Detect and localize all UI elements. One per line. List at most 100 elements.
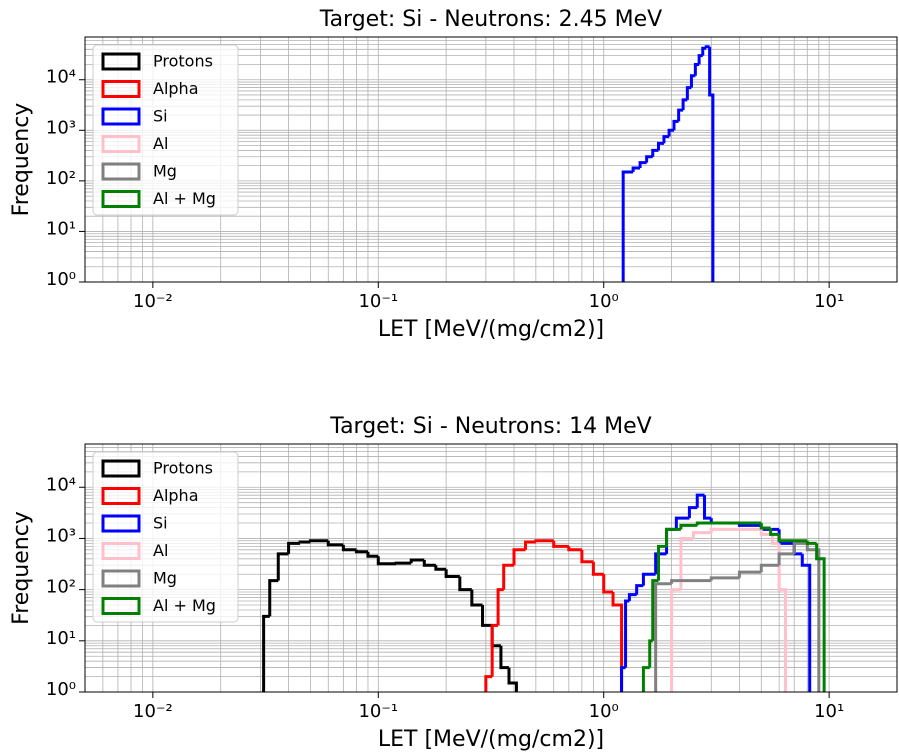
histogram-bin: [691, 531, 712, 539]
histogram-bin: [651, 579, 659, 641]
histogram-bin: [695, 521, 712, 526]
histogram-bin: [534, 539, 554, 543]
legend-swatch: [101, 597, 141, 615]
x-tick-label: 10⁰: [589, 291, 619, 312]
legend-swatch: [101, 190, 141, 208]
histogram-bin: [394, 561, 412, 565]
histogram-bin: [631, 166, 641, 172]
legend: Protons Alpha Si Al Mg Al + Mg: [92, 44, 239, 216]
x-tick-label: 10¹: [814, 291, 844, 312]
x-tick-label: 10⁻²: [133, 291, 173, 312]
axes: 10⁻² 10⁻¹ 10⁰ 10¹ 10⁰ 10¹ 10² 10³ 10⁴ Target: Si …: [9, 414, 898, 752]
y-tick-label: 10³: [46, 525, 76, 546]
histogram-bin: [621, 170, 634, 282]
histogram-bin: [769, 527, 780, 536]
histogram-bin: [654, 552, 667, 575]
histogram-bin: [376, 556, 397, 566]
legend-label: Alpha: [153, 486, 199, 505]
y-tick-label: 10²: [46, 168, 76, 189]
legend-swatch: [101, 514, 141, 533]
legend-swatch: [101, 162, 141, 181]
histogram-bin: [777, 552, 795, 566]
y-tick-label: 10⁴: [46, 67, 76, 88]
histogram-bin: [326, 540, 344, 547]
legend-label: Mg: [153, 569, 177, 588]
histogram-bin: [641, 666, 650, 692]
histogram-bin: [268, 579, 279, 617]
histogram-bin: [679, 523, 698, 530]
histogram-bin: [677, 108, 684, 122]
legend-swatch: [101, 107, 141, 126]
legend-label: Al + Mg: [153, 596, 216, 615]
histogram-bin: [552, 540, 569, 548]
chart-title: Target: Si - Neutrons: 14 MeV: [329, 414, 651, 439]
histogram-bin: [567, 546, 582, 552]
histogram-bin: [444, 569, 460, 579]
histogram-bin: [354, 549, 368, 554]
histogram-bin: [496, 588, 504, 626]
histogram-bin: [665, 527, 681, 547]
histogram-bin: [709, 576, 740, 581]
y-axis-label: Frequency: [9, 103, 34, 217]
legend: Protons Alpha Si Al Mg Al + Mg: [92, 451, 239, 623]
histogram-bin: [638, 161, 647, 168]
histogram-bin: [512, 548, 526, 566]
histogram-bin: [759, 529, 773, 536]
legend-frame: [92, 451, 239, 623]
histogram-bin: [703, 495, 712, 520]
histogram-bin: [800, 553, 812, 692]
histogram-bin: [422, 559, 436, 567]
histogram-bin: [651, 148, 659, 157]
histogram-bin: [681, 98, 688, 111]
x-tick-label: 10⁰: [589, 701, 619, 722]
histogram-bin: [645, 155, 653, 163]
legend-label: Al: [153, 541, 168, 560]
histogram-bin: [591, 561, 604, 576]
legend-label: Protons: [153, 52, 213, 71]
chart-title: Target: Si - Neutrons: 2.45 MeV: [319, 7, 662, 32]
legend-swatch: [101, 80, 141, 98]
histogram-bin: [670, 588, 681, 692]
histogram-bin: [524, 540, 536, 550]
histogram-bin: [770, 534, 780, 545]
histogram-bin: [708, 46, 715, 282]
histogram-bin: [792, 541, 808, 554]
histogram-bin: [672, 119, 679, 131]
histogram-bin: [737, 570, 762, 578]
axes: 10⁻² 10⁻¹ 10⁰ 10¹ 10⁰ 10¹ 10² 10³ 10⁴ Target: Si …: [9, 7, 898, 342]
y-tick-label: 10⁰: [46, 679, 76, 700]
histogram-bin: [662, 135, 670, 144]
legend-swatch: [101, 569, 141, 588]
histogram-bin: [815, 543, 826, 692]
histogram-bin: [434, 565, 447, 571]
histogram-bin: [507, 667, 518, 692]
x-axis-label: LET [MeV/(mg/cm2)]: [378, 317, 604, 342]
histogram-bin: [602, 574, 614, 594]
legend-swatch: [101, 542, 141, 560]
histogram-bin: [759, 523, 771, 530]
histogram-bin: [458, 576, 472, 592]
histogram-bin: [805, 543, 821, 692]
y-tick-label: 10²: [46, 577, 76, 598]
legend-label: Protons: [153, 459, 213, 478]
histogram-bin: [657, 544, 667, 581]
axes-frame: [84, 443, 898, 693]
y-tick-label: 10⁴: [46, 474, 76, 495]
histogram-bin: [287, 541, 301, 554]
y-tick-label: 10⁰: [46, 269, 76, 290]
histogram-bin: [499, 645, 509, 670]
x-tick-label: 10⁻¹: [358, 701, 398, 722]
histogram-bin: [409, 558, 425, 564]
legend-label: Si: [153, 514, 168, 533]
legend-label: Al: [153, 134, 168, 153]
x-axis-label: LET [MeV/(mg/cm2)]: [378, 727, 604, 752]
legend-label: Mg: [153, 162, 177, 181]
legend-swatch: [101, 487, 141, 505]
histogram-bin: [674, 516, 690, 530]
histogram-bin: [490, 623, 499, 677]
y-tick-label: 10¹: [46, 628, 76, 649]
histogram-bin: [695, 493, 705, 508]
histogram-bin: [679, 536, 694, 590]
histogram-bin: [276, 552, 289, 581]
